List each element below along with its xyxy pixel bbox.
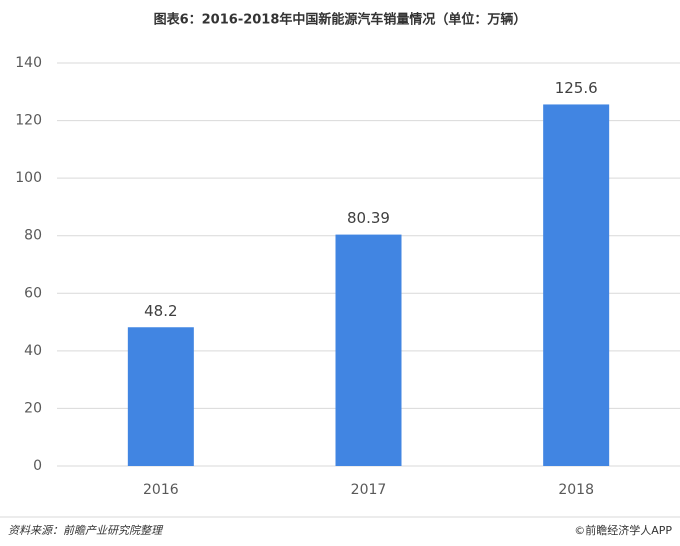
value-label: 48.2 [144, 302, 177, 320]
x-tick-label: 2018 [558, 482, 594, 498]
y-tick-label: 40 [24, 343, 42, 359]
source-note: 资料来源：前瞻产业研究院整理 [8, 524, 164, 537]
y-tick-label: 20 [24, 400, 42, 416]
y-tick-label: 120 [15, 113, 42, 129]
bar [127, 327, 194, 466]
value-label: 125.6 [555, 79, 598, 97]
y-tick-label: 60 [24, 285, 42, 301]
y-tick-label: 80 [24, 228, 42, 244]
chart-title: 图表6：2016-2018年中国新能源汽车销量情况（单位：万辆） [154, 12, 527, 28]
y-tick-label: 0 [33, 458, 42, 474]
value-label: 80.39 [347, 209, 390, 227]
x-tick-label: 2017 [351, 482, 387, 498]
bar [543, 104, 610, 467]
y-tick-label: 100 [15, 170, 42, 186]
credit-note: ©前瞻经济学人APP [574, 523, 672, 537]
bar [335, 234, 402, 466]
y-tick-label: 140 [15, 55, 42, 71]
x-tick-label: 2016 [143, 482, 179, 498]
